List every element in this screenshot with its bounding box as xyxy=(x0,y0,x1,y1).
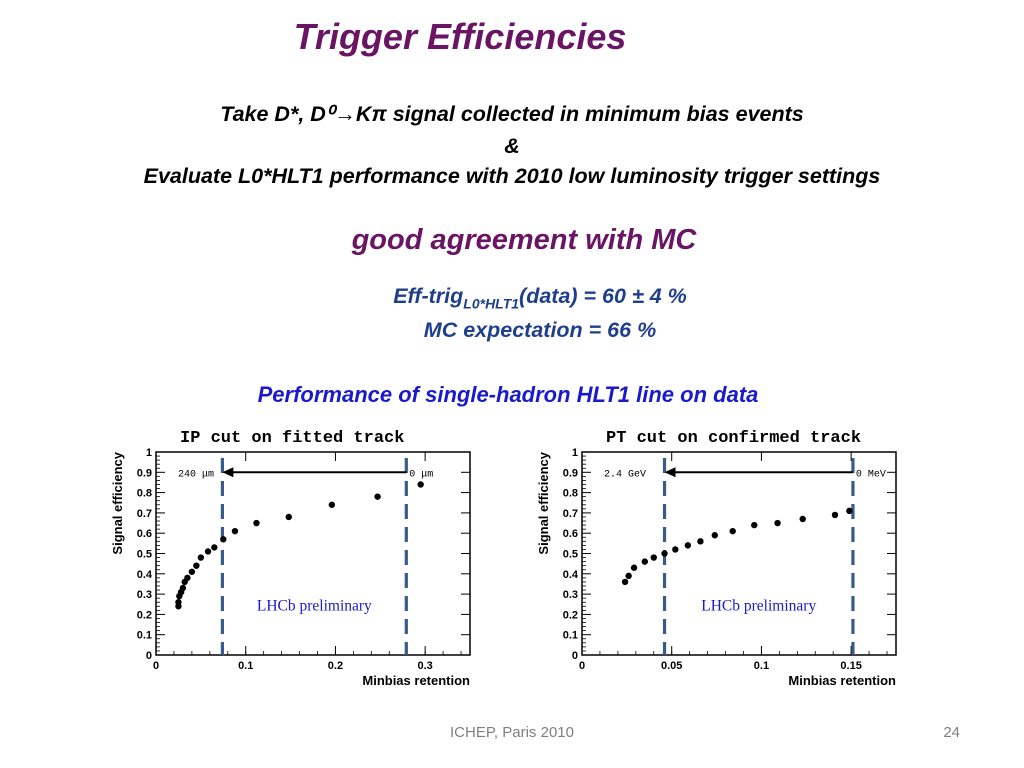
lhcb-preliminary-label: LHCb preliminary xyxy=(701,597,816,614)
data-point xyxy=(630,564,638,571)
data-point xyxy=(253,519,260,527)
y-tick-label: 0.8 xyxy=(563,488,578,500)
slide-title: Trigger Efficiencies xyxy=(293,16,627,57)
data-point xyxy=(175,599,182,606)
x-tick-label: 0.1 xyxy=(238,660,253,672)
arrow-left-label: 240 μm xyxy=(178,469,214,480)
y-tick-label: 0.9 xyxy=(137,467,152,479)
data-point xyxy=(711,532,718,539)
chart-title: IP cut on fitted track xyxy=(180,429,404,448)
y-tick-label: 1 xyxy=(146,447,152,459)
agreement-heading: good agreement with MC xyxy=(351,224,697,256)
y-tick-label: 0.2 xyxy=(563,609,578,621)
data-point xyxy=(831,511,839,519)
y-tick-label: 0.1 xyxy=(563,630,578,642)
data-point xyxy=(661,550,668,557)
footer-text: ICHEP, Paris 2010 xyxy=(450,724,574,741)
data-point xyxy=(625,572,632,580)
x-tick-label: 0 xyxy=(579,660,585,672)
data-point xyxy=(328,501,336,508)
data-point xyxy=(846,507,853,515)
data-point xyxy=(799,515,806,523)
x-tick-label: 0.2 xyxy=(328,660,343,672)
plot-frame xyxy=(581,451,897,656)
lhcb-preliminary-label: LHCb preliminary xyxy=(257,597,372,614)
data-point xyxy=(188,568,196,575)
intro-line-3: Evaluate L0*HLT1 performance with 2010 l… xyxy=(143,164,881,188)
y-tick-label: 0.6 xyxy=(137,528,152,540)
data-point xyxy=(621,578,629,586)
data-point xyxy=(231,527,239,535)
x-tick-label: 0.1 xyxy=(754,660,769,672)
efficiency-line: Eff-trigL0*HLT1(data) = 60 ± 4 % xyxy=(0,284,1024,311)
data-point xyxy=(374,493,381,500)
mc-expectation: MC expectation = 66 % xyxy=(423,318,657,342)
x-tick-label: 0.15 xyxy=(840,660,861,672)
y-tick-label: 0.3 xyxy=(563,589,578,601)
intro-line-1: Take D*, D⁰→Kπ signal collected in minim… xyxy=(220,102,804,126)
data-point xyxy=(697,538,704,545)
data-point xyxy=(211,544,218,551)
y-tick-label: 0.4 xyxy=(137,569,153,581)
data-point xyxy=(184,574,191,582)
eff-value: (data) = 60 ± 4 % xyxy=(519,284,687,308)
arrow-head xyxy=(222,467,234,478)
y-tick-label: 0.6 xyxy=(563,528,578,540)
data-point xyxy=(684,542,692,549)
y-tick-label: 0.7 xyxy=(563,508,578,520)
x-tick-label: 0.3 xyxy=(417,660,432,672)
x-tick-label: 0 xyxy=(153,660,159,672)
arrow-left-label: 2.4 GeV xyxy=(604,469,646,480)
data-point xyxy=(751,521,758,529)
performance-heading: Performance of single-hadron HLT1 line o… xyxy=(257,382,759,407)
y-tick-label: 1 xyxy=(572,447,578,459)
y-axis-label: Signal efficiency xyxy=(110,451,125,554)
data-point xyxy=(650,554,657,561)
data-point xyxy=(285,513,292,521)
y-tick-label: 0.2 xyxy=(137,609,152,621)
eff-prefix: Eff-trig xyxy=(393,284,464,308)
arrow-right-label: 0 μm xyxy=(409,469,433,480)
y-axis-label: Signal efficiency xyxy=(536,451,551,554)
data-point xyxy=(641,558,648,565)
data-point xyxy=(220,536,227,543)
arrow-head xyxy=(664,467,676,478)
x-axis-label: Minbias retention xyxy=(362,673,470,688)
y-tick-label: 0.9 xyxy=(563,467,578,479)
x-axis-label: Minbias retention xyxy=(788,673,896,688)
data-point xyxy=(417,481,424,488)
arrow-right-label: 0 MeV xyxy=(856,469,886,480)
y-tick-label: 0.7 xyxy=(137,508,152,520)
data-point xyxy=(774,519,781,527)
y-tick-label: 0 xyxy=(572,650,578,662)
data-point xyxy=(204,548,212,555)
y-tick-label: 0.8 xyxy=(137,488,152,500)
y-tick-label: 0.5 xyxy=(137,549,152,561)
data-point xyxy=(197,554,205,561)
data-point xyxy=(193,562,200,569)
data-point xyxy=(179,584,187,592)
y-tick-label: 0.4 xyxy=(563,569,579,581)
y-tick-label: 0 xyxy=(146,650,152,662)
y-tick-label: 0.1 xyxy=(137,630,152,642)
page-number: 24 xyxy=(943,724,960,741)
chart-title: PT cut on confirmed track xyxy=(606,429,861,448)
data-point xyxy=(729,527,736,535)
chart-ip-cut: IP cut on fitted track 0 0.1 0.2 0.3 0.4 0.5 0.… xyxy=(110,429,471,688)
x-tick-label: 0.05 xyxy=(661,660,682,672)
y-tick-label: 0.3 xyxy=(137,589,152,601)
data-point xyxy=(672,546,679,553)
y-tick-label: 0.5 xyxy=(563,549,578,561)
intro-line-2: & xyxy=(504,134,520,158)
chart-pt-cut: PT cut on confirmed track 0 0.1 0.2 0.3 0.4 0.… xyxy=(536,429,897,688)
eff-subscript: L0*HLT1 xyxy=(463,295,520,312)
